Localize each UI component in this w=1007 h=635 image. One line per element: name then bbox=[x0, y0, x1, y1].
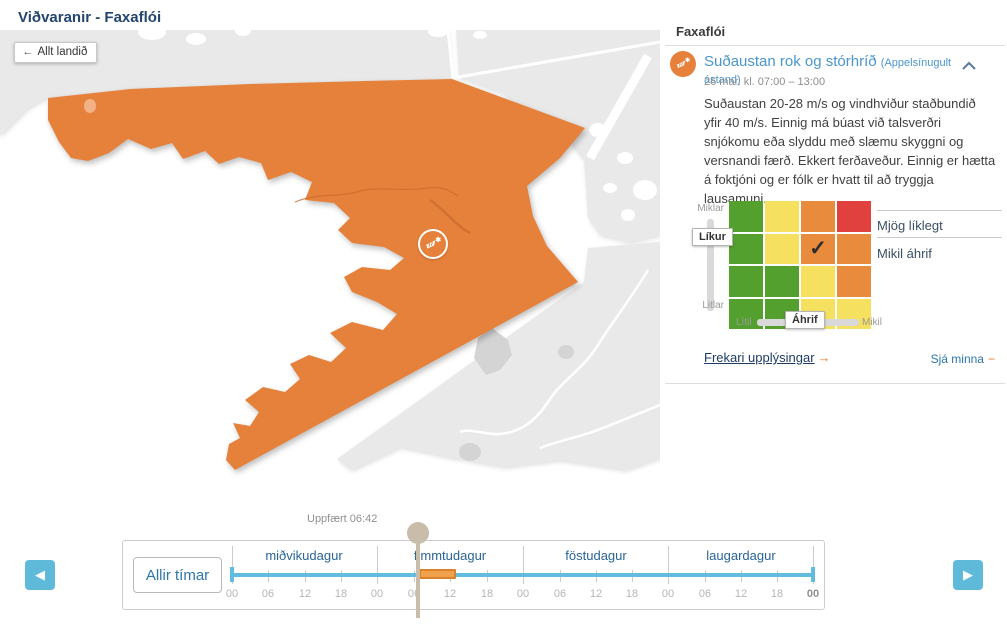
day-label-friday: föstudagur bbox=[565, 548, 627, 563]
glacier-snaefellsjokull bbox=[84, 99, 96, 113]
matrix-cell-orange bbox=[837, 266, 871, 297]
panel-divider bbox=[665, 45, 1005, 46]
hour-label: 18 bbox=[334, 588, 348, 600]
hour-label: 18 bbox=[770, 588, 784, 600]
hour-label: 18 bbox=[625, 588, 639, 600]
map-warning-icon[interactable]: ✱ bbox=[418, 229, 448, 259]
see-less-link[interactable]: Sjá minna − bbox=[930, 352, 995, 366]
more-info-link[interactable]: Frekari upplýsingar → bbox=[704, 350, 831, 365]
region-borders bbox=[446, 29, 661, 161]
map-region: ← Allt landið ✱ bbox=[0, 24, 661, 500]
chevron-up-icon[interactable] bbox=[962, 57, 976, 75]
hour-label: 12 bbox=[734, 588, 748, 600]
matrix-cell-yellow bbox=[765, 233, 799, 264]
likelihood-caption: Mjög líklegt bbox=[877, 218, 943, 233]
matrix-cell-green bbox=[729, 266, 763, 297]
rivers bbox=[459, 269, 661, 450]
hour-label: 00 bbox=[661, 588, 675, 600]
impact-caption: Mikil áhrif bbox=[877, 246, 932, 261]
all-times-button[interactable]: Allir tímar bbox=[133, 557, 222, 593]
track-end-cap bbox=[811, 567, 815, 582]
glacier-patches bbox=[459, 328, 574, 461]
matrix-caption-divider bbox=[877, 210, 1002, 211]
hour-tick bbox=[668, 546, 669, 584]
matrix-cell-yellow bbox=[801, 266, 835, 297]
warning-status: (Appelsínugult ástand) bbox=[704, 57, 952, 86]
hour-tick bbox=[813, 546, 814, 584]
impact-axis-label: Áhrif bbox=[785, 311, 825, 329]
updated-label: Uppfært 06:42 bbox=[307, 513, 378, 525]
next-time-button[interactable]: ▶ bbox=[953, 560, 983, 590]
hour-label: 18 bbox=[480, 588, 494, 600]
risk-matrix: ✓ bbox=[729, 201, 871, 329]
panel-divider bbox=[665, 383, 1005, 384]
impact-low-label: Lítil bbox=[736, 317, 752, 328]
likelihood-axis-label: Líkur bbox=[692, 228, 733, 246]
hour-label: 06 bbox=[553, 588, 567, 600]
matrix-cell-orange: ✓ bbox=[801, 233, 835, 264]
warning-description: Suðaustan 20-28 m/s og vindhviður staðbu… bbox=[704, 96, 996, 206]
track-start-cap bbox=[230, 567, 234, 582]
warning-time-segment bbox=[419, 569, 456, 579]
hour-label: 00 bbox=[370, 588, 384, 600]
timeline-track[interactable] bbox=[232, 573, 813, 577]
selected-check-icon: ✓ bbox=[809, 237, 827, 261]
windsock-snowflake-icon: ✱ bbox=[426, 236, 441, 249]
back-arrow-icon: ← bbox=[22, 46, 34, 58]
matrix-cell-orange bbox=[837, 233, 871, 264]
matrix-cell-green bbox=[729, 201, 763, 232]
svg-text:✱: ✱ bbox=[685, 57, 690, 64]
arrow-right-icon: → bbox=[817, 350, 831, 365]
likelihood-axis-rail bbox=[707, 219, 714, 311]
day-label-wednesday: miðvikudagur bbox=[265, 548, 343, 563]
hour-label: 00 bbox=[225, 588, 239, 600]
hour-label: 06 bbox=[261, 588, 275, 600]
time-pin-handle[interactable] bbox=[407, 522, 429, 544]
hour-tick bbox=[523, 546, 524, 584]
panel-region-title: Faxaflói bbox=[676, 24, 726, 39]
day-label-saturday: laugardagur bbox=[706, 548, 776, 563]
river-in-region bbox=[294, 186, 471, 235]
impact-high-label: Mikil bbox=[862, 317, 882, 328]
prev-time-button[interactable]: ◀ bbox=[25, 560, 55, 590]
time-pin-stem bbox=[416, 540, 420, 618]
svg-text:✱: ✱ bbox=[435, 236, 441, 244]
hour-label: 06 bbox=[698, 588, 712, 600]
hour-label: 12 bbox=[443, 588, 457, 600]
matrix-cell-red bbox=[837, 201, 871, 232]
matrix-cell-green bbox=[765, 266, 799, 297]
hour-tick bbox=[232, 546, 233, 584]
hour-label: 00 bbox=[806, 588, 820, 600]
matrix-cell-yellow bbox=[765, 201, 799, 232]
map-land-north bbox=[0, 30, 452, 136]
hour-label: 12 bbox=[298, 588, 312, 600]
matrix-cell-green bbox=[729, 233, 763, 264]
matrix-cell-orange bbox=[801, 201, 835, 232]
warning-region-shape[interactable] bbox=[48, 79, 585, 470]
likelihood-low-label: Litlar bbox=[702, 300, 724, 311]
day-label-thursday: fimmtudagur bbox=[413, 548, 487, 563]
lakes bbox=[578, 123, 657, 224]
warning-title[interactable]: Suðaustan rok og stórhríð (Appelsínugult… bbox=[704, 53, 952, 86]
map-canvas bbox=[0, 24, 661, 470]
warning-period: 26 mar. kl. 07:00 – 13:00 bbox=[704, 76, 826, 88]
hour-label: 00 bbox=[516, 588, 530, 600]
matrix-caption-divider bbox=[877, 237, 1002, 238]
all-country-back-button[interactable]: ← Allt landið bbox=[14, 42, 98, 63]
page-title: Viðvaranir - Faxaflói bbox=[18, 9, 162, 26]
minus-icon: − bbox=[987, 352, 995, 366]
hour-label: 06 bbox=[407, 588, 421, 600]
likelihood-high-label: Miklar bbox=[697, 203, 724, 214]
warning-icon: ✱ bbox=[670, 51, 696, 77]
hour-tick bbox=[377, 546, 378, 584]
hour-label: 12 bbox=[589, 588, 603, 600]
